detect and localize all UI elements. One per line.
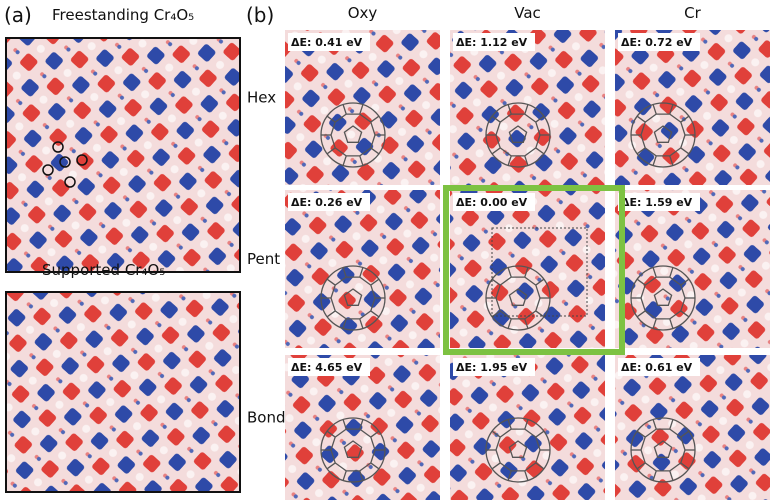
energy-label: ΔE: 1.59 eV (621, 196, 693, 209)
cell-image (615, 355, 770, 500)
cell: ΔE: 1.12 eV (450, 30, 605, 185)
panel-label: (a) (4, 3, 32, 27)
cell: ΔE: 4.65 eV (285, 355, 440, 500)
energy-label: ΔE: 0.61 eV (621, 361, 693, 374)
panel-title-visible: Supported Cr₄O₅ (42, 261, 165, 279)
panel-label: (b) (246, 3, 274, 27)
cell: ΔE: 0.00 eV (450, 190, 605, 348)
cell: ΔE: 0.61 eV (615, 355, 770, 500)
cell: ΔE: 1.59 eV (615, 190, 770, 348)
cell: ΔE: 0.41 eV (285, 30, 440, 185)
column-header: Vac (514, 4, 541, 22)
body: (a) Freestanding Cr₄O₅ Supported Cr₄O₅ (… (0, 0, 770, 500)
energy-label: ΔE: 0.00 eV (456, 196, 528, 209)
cell-image (615, 190, 770, 348)
panel-title: Freestanding Cr₄O₅ (52, 6, 194, 24)
cell-image (615, 30, 770, 185)
column-header: Cr (684, 4, 701, 22)
cell: ΔE: 0.26 eV (285, 190, 440, 348)
energy-label: ΔE: 0.26 eV (291, 196, 363, 209)
row-label: Hex (247, 89, 276, 107)
energy-label: ΔE: 1.95 eV (456, 361, 528, 374)
energy-label: ΔE: 0.72 eV (621, 36, 693, 49)
column-header: Oxy (348, 4, 378, 22)
energy-grid: Oxy Vac Cr Hex ΔE: 0.41 eV ΔE: 1.12 eV ΔE: 0.7… (247, 4, 770, 500)
energy-label: ΔE: 0.41 eV (291, 36, 363, 49)
energy-label: ΔE: 4.65 eV (291, 361, 363, 374)
freestanding-image (6, 38, 240, 272)
row-label: Pent (247, 250, 280, 268)
cell: ΔE: 1.95 eV (450, 355, 605, 500)
figure: (a) Freestanding Cr₄O₅ Supported Cr₄O₅ (… (0, 0, 770, 500)
supported-image (6, 292, 240, 492)
page: {"panel_a": {"label": "(a)", "freestandi… (0, 0, 770, 500)
row-label: Bond (247, 409, 286, 427)
energy-label: ΔE: 1.12 eV (456, 36, 528, 49)
cell: ΔE: 0.72 eV (615, 30, 770, 185)
